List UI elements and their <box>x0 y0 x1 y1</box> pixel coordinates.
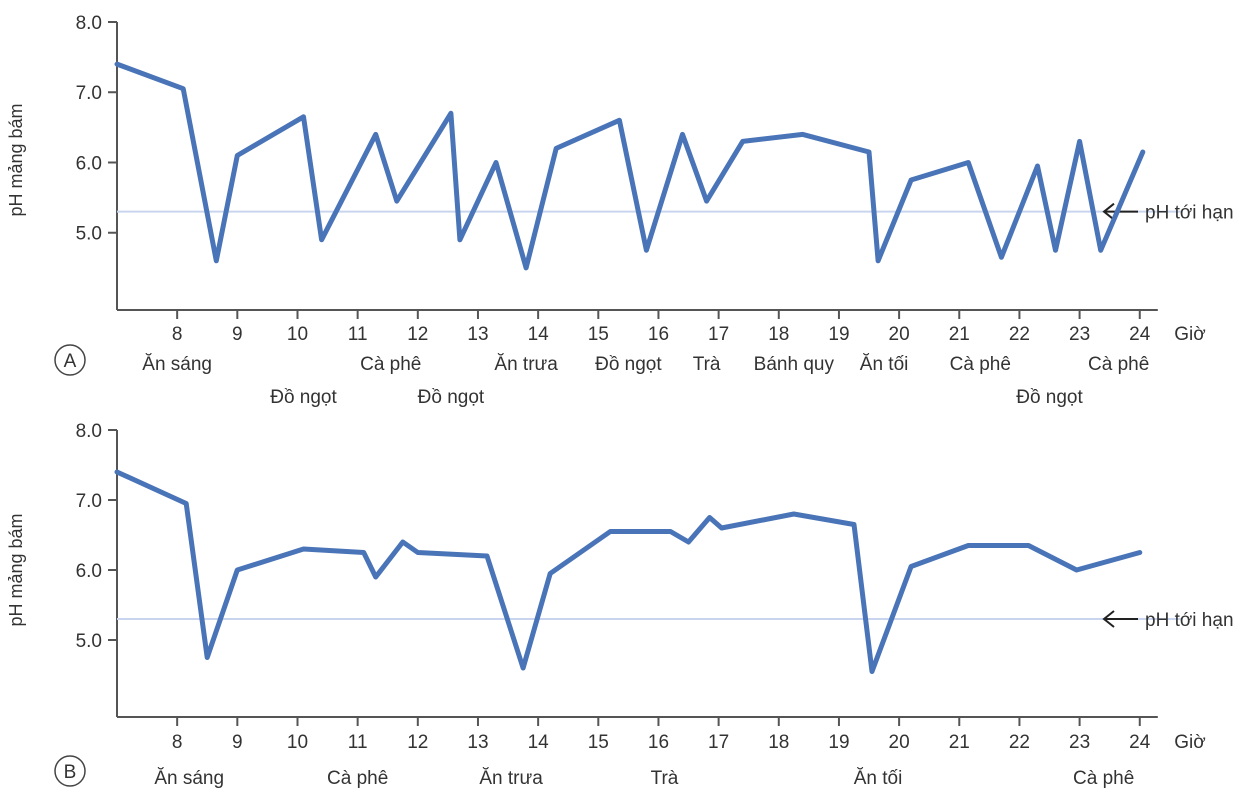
event-label: Ăn trưa <box>479 768 543 789</box>
event-label: Cà phê <box>1088 354 1149 375</box>
y-tick-label: 5.0 <box>76 631 102 652</box>
event-label: Cà phê <box>950 354 1011 375</box>
y-tick-label: 5.0 <box>76 224 102 245</box>
event-label: Trà <box>693 354 721 375</box>
ph-series-line <box>114 61 1146 271</box>
y-axis-title: pH mảng bám <box>6 103 26 216</box>
ph-series-line <box>114 469 1143 674</box>
panel-a: 8.0 7.0 6.0 5.0 pH mảng bám 8 9 10 11 12 13 14 15 16 1… <box>6 13 1234 408</box>
y-tick-label: 6.0 <box>76 561 102 582</box>
x-tick-label: 23 <box>1069 324 1090 345</box>
x-tick-label: 13 <box>467 732 488 753</box>
event-label: Ăn trưa <box>494 354 558 375</box>
x-tick-label: 12 <box>407 732 428 753</box>
panel-letter: A <box>64 351 77 372</box>
x-tick-label: 12 <box>407 324 428 345</box>
x-tick-label: 17 <box>708 324 729 345</box>
x-tick-label: 20 <box>889 324 910 345</box>
panel-b: 8.0 7.0 6.0 5.0 pH mảng bám 8 9 10 11 12 13 14 15 16 1… <box>6 421 1234 789</box>
event-label: Đồ ngọt <box>270 387 337 408</box>
event-label: Trà <box>651 768 679 789</box>
y-tick-label: 6.0 <box>76 153 102 174</box>
event-label: Bánh quy <box>754 354 835 375</box>
x-tick-label: 16 <box>648 732 669 753</box>
x-tick-label: 23 <box>1069 732 1090 753</box>
panel-badge <box>54 344 86 376</box>
x-tick-label: 13 <box>467 324 488 345</box>
x-axis-title: Giờ <box>1174 324 1205 345</box>
x-tick-label: 11 <box>348 324 368 345</box>
event-label: Đồ ngọt <box>418 387 485 408</box>
x-tick-label: 18 <box>768 324 789 345</box>
x-tick-label: 18 <box>768 732 789 753</box>
x-tick-label: 21 <box>949 324 970 345</box>
x-tick-label: 22 <box>1009 324 1030 345</box>
x-tick-label: 8 <box>172 732 183 753</box>
x-tick-label: 16 <box>648 324 669 345</box>
y-tick-label: 8.0 <box>76 13 102 34</box>
x-tick-label: 19 <box>828 732 849 753</box>
event-label: Cà phê <box>1073 768 1134 789</box>
x-axis-title: Giờ <box>1174 732 1205 753</box>
x-tick-label: 9 <box>232 324 243 345</box>
y-tick-label: 8.0 <box>76 421 102 442</box>
x-tick-label: 24 <box>1129 324 1151 345</box>
event-label: Ăn tối <box>860 354 909 375</box>
x-tick-label: 20 <box>889 732 910 753</box>
event-label: Đồ ngọt <box>1016 387 1083 408</box>
x-tick-label: 15 <box>588 732 609 753</box>
x-tick-label: 21 <box>949 732 970 753</box>
x-tick-label: 10 <box>287 732 308 753</box>
x-tick-label: 17 <box>708 732 729 753</box>
y-tick-label: 7.0 <box>76 491 102 512</box>
x-tick-label: 14 <box>528 324 550 345</box>
critical-arrowhead-icon <box>1102 202 1115 221</box>
y-tick-label: 7.0 <box>76 83 102 104</box>
x-tick-label: 15 <box>588 324 609 345</box>
x-tick-label: 24 <box>1129 732 1151 753</box>
critical-ph-label: pH tới hạn <box>1145 610 1234 631</box>
event-label: Ăn sáng <box>142 354 212 375</box>
x-tick-label: 22 <box>1009 732 1030 753</box>
event-label: Cà phê <box>360 354 421 375</box>
x-tick-label: 10 <box>287 324 308 345</box>
critical-arrowhead-icon <box>1102 610 1115 628</box>
x-tick-label: 19 <box>828 324 849 345</box>
event-label: Ăn tối <box>854 768 903 789</box>
x-tick-label: 8 <box>172 324 183 345</box>
event-label: Cà phê <box>327 768 388 789</box>
x-tick-label: 11 <box>348 732 368 753</box>
x-tick-label: 9 <box>232 732 243 753</box>
event-label: Đồ ngọt <box>595 354 662 375</box>
critical-ph-label: pH tới hạn <box>1145 203 1234 224</box>
panel-letter: B <box>64 762 77 783</box>
event-label: Ăn sáng <box>154 768 224 789</box>
x-tick-label: 14 <box>528 732 550 753</box>
panel-badge <box>54 755 86 787</box>
y-axis-title: pH mảng bám <box>6 513 26 626</box>
